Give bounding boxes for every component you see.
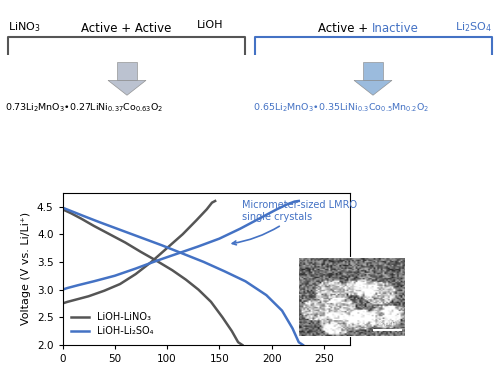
- Legend: LiOH-LiNO₃, LiOH-Li₂SO₄: LiOH-LiNO₃, LiOH-Li₂SO₄: [68, 308, 157, 340]
- Text: LiOH: LiOH: [197, 20, 223, 30]
- Text: 2 μm: 2 μm: [378, 320, 396, 326]
- Text: Inactive: Inactive: [372, 22, 418, 35]
- Polygon shape: [116, 62, 138, 80]
- Text: LiNO$_3$: LiNO$_3$: [8, 20, 40, 34]
- Y-axis label: Voltage (V vs. Li/Li⁺): Voltage (V vs. Li/Li⁺): [22, 212, 32, 326]
- Text: Micrometer-sized LMRO
single crystals: Micrometer-sized LMRO single crystals: [232, 200, 358, 245]
- Text: Li$_2$SO$_4$: Li$_2$SO$_4$: [455, 20, 492, 34]
- Polygon shape: [354, 80, 392, 95]
- Text: 0.73Li$_2$MnO$_3$•0.27LiNi$_{0.37}$Co$_{0.63}$O$_2$: 0.73Li$_2$MnO$_3$•0.27LiNi$_{0.37}$Co$_{…: [5, 101, 164, 113]
- Text: 0.65Li$_2$MnO$_3$•0.35LiNi$_{0.3}$Co$_{0.5}$Mn$_{0.2}$O$_2$: 0.65Li$_2$MnO$_3$•0.35LiNi$_{0.3}$Co$_{0…: [253, 101, 430, 113]
- Text: Active + Active: Active + Active: [82, 22, 172, 35]
- Polygon shape: [362, 62, 384, 80]
- Polygon shape: [108, 80, 146, 95]
- Text: Active +: Active +: [318, 22, 372, 35]
